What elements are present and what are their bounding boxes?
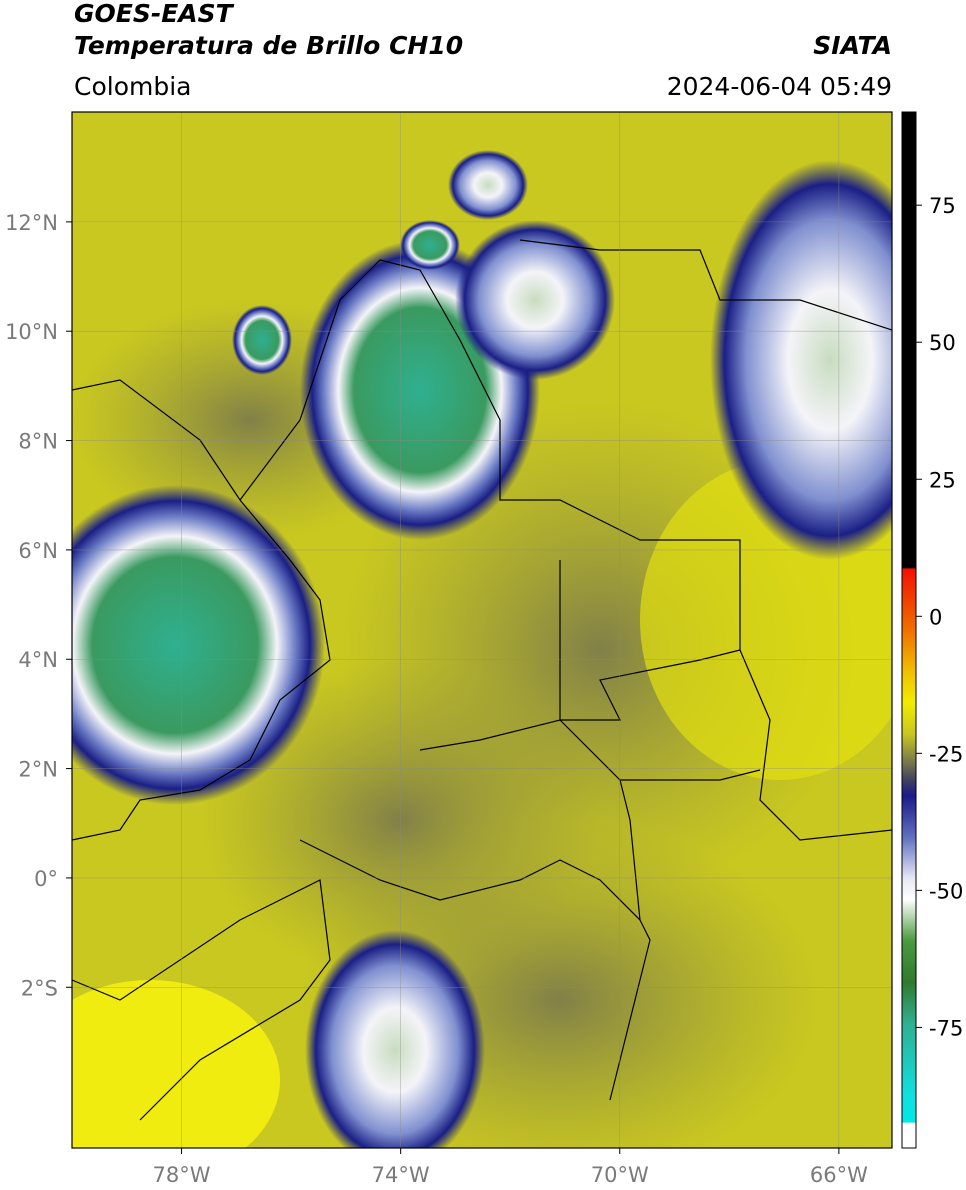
x-tick-label: 74°W <box>372 1163 430 1187</box>
x-tick-label: 70°W <box>591 1163 649 1187</box>
y-tick-label: 4°N <box>18 648 58 672</box>
y-tick-label: 2°N <box>18 758 58 782</box>
subtitle: Temperatura de Brillo CH10 <box>74 31 463 60</box>
colorbar-tick-label: -75 <box>929 1016 963 1040</box>
colorbar <box>901 111 917 1149</box>
colorbar-tick-label: 75 <box>929 194 956 218</box>
x-tick-label: 78°W <box>153 1163 211 1187</box>
y-tick-label: 10°N <box>5 320 58 344</box>
source: SIATA <box>813 31 892 60</box>
colorbar-tick-label: 0 <box>929 605 942 629</box>
y-tick-label: 2°S <box>21 976 58 1000</box>
datetime: 2024-06-04 05:49 <box>667 72 892 101</box>
x-tick-label: 66°W <box>810 1163 868 1187</box>
region: Colombia <box>74 72 191 101</box>
y-tick-label: 0° <box>34 867 58 891</box>
y-tick-label: 12°N <box>5 211 58 235</box>
colorbar-tick-label: -25 <box>929 742 963 766</box>
colorbar-tick-label: 25 <box>929 468 956 492</box>
imagery <box>72 112 892 1148</box>
title: GOES-EAST <box>74 0 235 28</box>
graticule <box>72 112 892 1148</box>
y-tick-label: 6°N <box>18 539 58 563</box>
colorbar-tick-label: -50 <box>929 879 963 903</box>
y-tick-label: 8°N <box>18 430 58 454</box>
colorbar-tick-label: 50 <box>929 331 956 355</box>
map-frame <box>71 111 893 1149</box>
